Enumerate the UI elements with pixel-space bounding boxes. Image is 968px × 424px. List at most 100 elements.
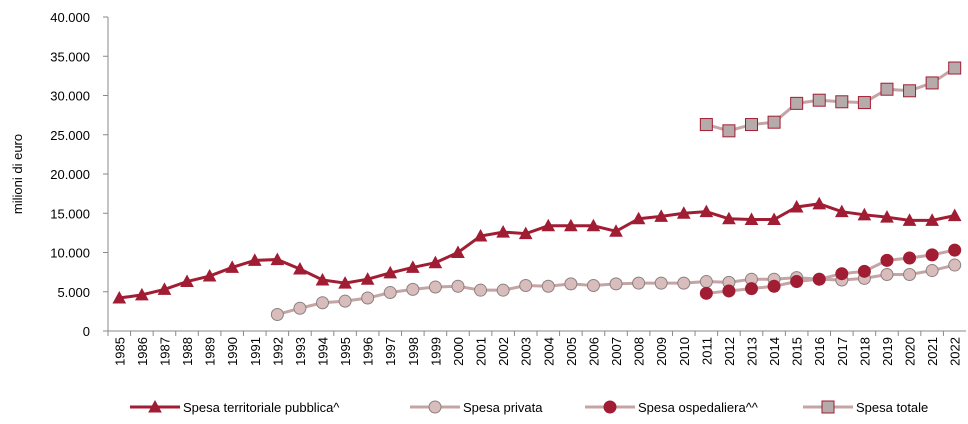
marker bbox=[293, 261, 307, 275]
marker bbox=[474, 283, 488, 297]
marker bbox=[603, 400, 617, 414]
marker bbox=[338, 294, 352, 308]
y-tick-label: 35.000 bbox=[50, 49, 90, 64]
marker bbox=[767, 212, 781, 226]
x-tick-label: 2011 bbox=[699, 337, 714, 365]
x-tick-label: 1990 bbox=[225, 337, 240, 366]
marker bbox=[541, 279, 555, 293]
series-line bbox=[119, 202, 956, 300]
x-tick-label: 2001 bbox=[474, 337, 489, 366]
marker bbox=[180, 274, 194, 288]
x-tick-label: 2006 bbox=[586, 337, 601, 366]
x-tick-label: 2020 bbox=[903, 337, 918, 366]
marker bbox=[835, 95, 849, 109]
marker bbox=[383, 286, 397, 300]
marker bbox=[270, 252, 285, 266]
marker bbox=[361, 291, 375, 305]
marker bbox=[564, 218, 578, 232]
legend-label: Spesa territoriale pubblica^ bbox=[183, 400, 340, 415]
x-tick-label: 1991 bbox=[248, 337, 263, 366]
marker bbox=[722, 124, 736, 138]
marker bbox=[518, 226, 533, 240]
marker bbox=[586, 278, 600, 292]
marker bbox=[519, 278, 533, 292]
marker bbox=[903, 84, 917, 98]
marker bbox=[948, 61, 962, 75]
y-tick-label: 25.000 bbox=[50, 128, 90, 143]
x-tick-label: 1986 bbox=[135, 337, 150, 366]
marker bbox=[925, 76, 939, 90]
x-tick-label: 2010 bbox=[677, 337, 692, 366]
marker bbox=[699, 275, 713, 289]
marker bbox=[790, 275, 804, 289]
marker bbox=[496, 225, 510, 238]
x-tick-label: 2019 bbox=[880, 337, 895, 366]
marker bbox=[631, 211, 646, 225]
x-tick-label: 2017 bbox=[835, 337, 850, 366]
marker bbox=[564, 277, 578, 291]
marker bbox=[767, 115, 781, 129]
x-tick-label: 1996 bbox=[361, 337, 376, 366]
marker bbox=[428, 280, 442, 294]
x-tick-label: 2004 bbox=[541, 337, 556, 366]
marker bbox=[451, 245, 465, 258]
marker bbox=[496, 283, 510, 297]
x-tick-label: 1995 bbox=[338, 337, 353, 366]
x-tick-label: 2018 bbox=[857, 337, 872, 366]
y-tick-label: 5.000 bbox=[57, 285, 90, 300]
marker bbox=[157, 282, 172, 295]
marker bbox=[405, 260, 420, 273]
marker bbox=[812, 93, 826, 107]
x-tick-label: 2009 bbox=[654, 337, 669, 366]
marker bbox=[360, 272, 375, 285]
marker bbox=[338, 276, 352, 289]
legend-label: Spesa privata bbox=[463, 400, 543, 415]
x-tick-label: 2002 bbox=[496, 337, 511, 366]
marker bbox=[699, 286, 713, 300]
marker bbox=[225, 260, 240, 273]
marker bbox=[925, 264, 939, 278]
marker bbox=[821, 400, 835, 414]
marker bbox=[406, 282, 420, 296]
x-tick-label: 2008 bbox=[632, 337, 647, 366]
marker bbox=[880, 253, 894, 267]
marker bbox=[880, 82, 894, 96]
x-tick-label: 2013 bbox=[745, 337, 760, 366]
marker bbox=[925, 213, 939, 226]
marker bbox=[148, 399, 162, 413]
x-tick-label: 2021 bbox=[925, 337, 940, 366]
marker bbox=[135, 287, 149, 301]
x-tick-label: 2022 bbox=[948, 337, 963, 366]
y-tick-label: 15.000 bbox=[50, 206, 90, 221]
marker bbox=[722, 211, 736, 225]
y-tick-label: 20.000 bbox=[50, 167, 90, 182]
x-tick-label: 1988 bbox=[180, 337, 195, 366]
marker bbox=[654, 276, 668, 290]
marker bbox=[767, 279, 781, 293]
marker bbox=[676, 206, 691, 219]
marker bbox=[541, 218, 556, 232]
marker bbox=[790, 96, 804, 110]
marker bbox=[316, 296, 329, 310]
marker bbox=[677, 276, 691, 290]
marker bbox=[293, 301, 307, 315]
marker bbox=[202, 269, 217, 282]
marker bbox=[699, 118, 713, 132]
y-tick-label: 0 bbox=[83, 324, 90, 339]
x-tick-label: 2012 bbox=[722, 337, 737, 366]
marker bbox=[428, 400, 442, 414]
marker bbox=[586, 218, 601, 232]
marker bbox=[654, 209, 669, 222]
marker bbox=[383, 265, 398, 279]
x-tick-label: 1987 bbox=[157, 337, 172, 366]
x-tick-label: 1994 bbox=[316, 337, 331, 366]
marker bbox=[745, 118, 758, 132]
marker bbox=[857, 96, 871, 110]
marker bbox=[722, 284, 736, 298]
marker bbox=[112, 290, 127, 304]
x-tick-label: 2016 bbox=[812, 337, 827, 366]
marker bbox=[834, 204, 849, 218]
marker bbox=[880, 210, 894, 223]
legend-label: Spesa totale bbox=[856, 400, 928, 415]
